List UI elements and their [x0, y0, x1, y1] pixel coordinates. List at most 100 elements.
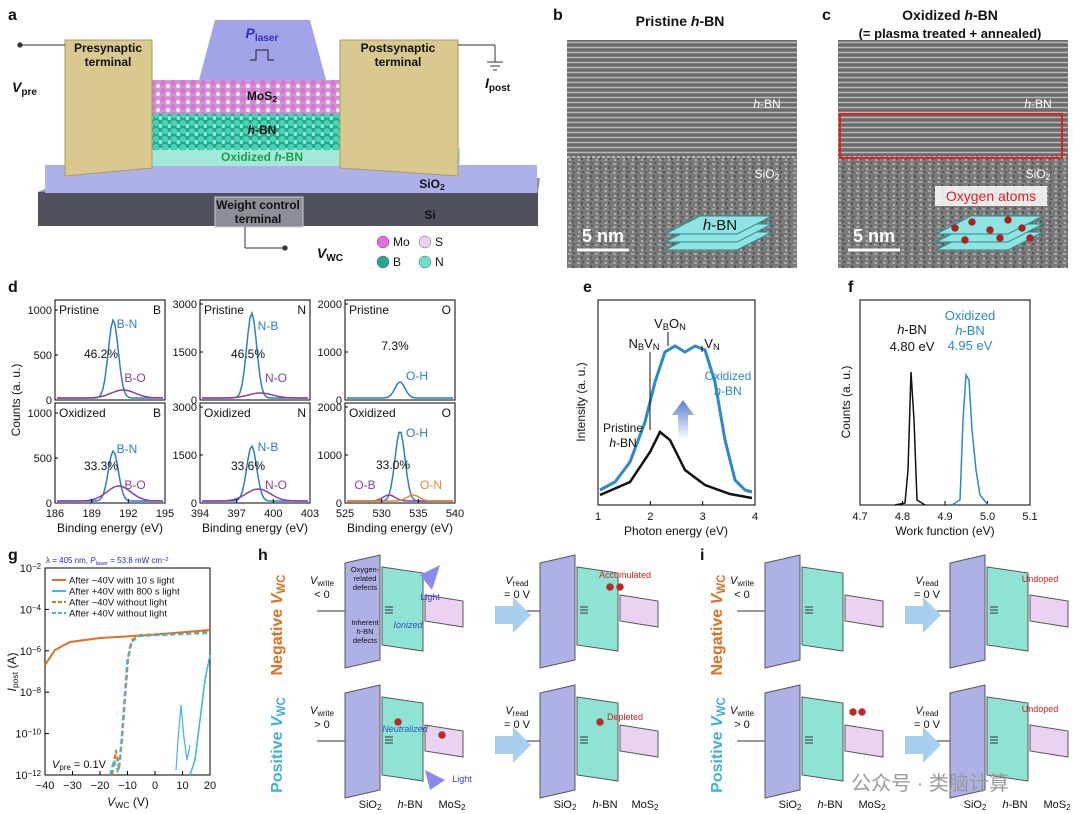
- label: h-BN: [817, 799, 842, 811]
- label: Presynaptic: [74, 41, 142, 55]
- tick-label: 4.8: [895, 511, 910, 523]
- band-diagram: [316, 554, 464, 669]
- panel-label: g: [8, 547, 18, 564]
- tick-label: 0: [191, 498, 197, 510]
- label: h-BN: [1002, 799, 1027, 811]
- postsynaptic-electrode: [339, 39, 459, 177]
- tick-label: 530: [372, 508, 390, 520]
- label: VWC: [317, 245, 343, 264]
- panel-label: f: [848, 279, 854, 296]
- spectrum-oxidized: [599, 344, 753, 494]
- light-bolt: [425, 770, 445, 790]
- text-part: N: [653, 342, 660, 352]
- label: Postsynaptic: [361, 41, 436, 55]
- label: B: [393, 255, 401, 269]
- label: After −40V without light: [69, 598, 167, 609]
- label: Positive VWC: [709, 697, 728, 793]
- text-part: post: [489, 83, 511, 94]
- tem-lattice: [838, 40, 1068, 157]
- text-part: -BN: [1031, 97, 1052, 111]
- label: Binding energy (eV): [347, 521, 453, 535]
- text-part: SiO: [779, 799, 798, 811]
- label: Mo: [393, 235, 410, 249]
- label: SiO2: [554, 799, 577, 812]
- label: Weight control: [216, 198, 300, 212]
- label: SiO2: [359, 799, 382, 812]
- text-part: V: [12, 79, 23, 95]
- label: Depleted: [607, 712, 643, 722]
- electron: [858, 708, 866, 716]
- text-part: V: [915, 705, 924, 717]
- panel-label: b: [553, 7, 563, 24]
- text-part: Positive: [269, 727, 286, 793]
- text-part: V: [310, 705, 319, 717]
- label: 33.6%: [231, 459, 265, 473]
- text-part: h: [897, 322, 904, 337]
- plot-frame: [859, 299, 1031, 506]
- text-part: WC: [326, 253, 343, 264]
- label: Vread: [915, 575, 938, 588]
- label: Vwrite: [730, 575, 755, 588]
- text-part: λ = 405 nm,: [46, 556, 90, 565]
- tick-label: 4.7: [852, 511, 867, 523]
- electron: [394, 718, 402, 726]
- label-box: [935, 186, 1047, 206]
- text-part: 2: [272, 94, 277, 104]
- peak-curve: [57, 485, 163, 502]
- text-part: read: [513, 709, 529, 718]
- hbn-sheet: [935, 215, 1044, 235]
- panel-label: c: [822, 7, 831, 24]
- text-part: = 0.1V: [71, 759, 107, 771]
- panel-label: d: [8, 279, 18, 296]
- tick-label: 1500: [173, 347, 197, 359]
- text-part: Pristine: [636, 13, 691, 29]
- label: Pristine: [204, 303, 244, 317]
- peak-curve: [202, 392, 308, 399]
- electron: [596, 718, 604, 726]
- text-part: read: [513, 579, 529, 588]
- label: < 0: [734, 589, 750, 601]
- label: NBVN: [628, 336, 659, 352]
- text-part: V: [730, 705, 739, 717]
- tick-label: 3000: [173, 402, 197, 414]
- peak-curve: [57, 389, 164, 399]
- text-part: write: [736, 709, 754, 718]
- text-part: -BN: [255, 123, 276, 137]
- label: N-B: [258, 319, 279, 333]
- label: 5 nm: [853, 226, 895, 246]
- text-part: h: [356, 627, 360, 636]
- label: Vpre: [12, 79, 37, 98]
- label: Ipost (A): [5, 653, 20, 692]
- tick-label: −30: [63, 780, 82, 792]
- spectrum-pristine: [599, 430, 753, 500]
- text-part: 2: [1046, 172, 1051, 182]
- label: 33.0%: [376, 458, 410, 472]
- plot-frame: [597, 299, 756, 506]
- terminal-dot: [282, 245, 288, 251]
- text-part: SiO: [554, 799, 573, 811]
- text-part: -BN: [760, 97, 781, 111]
- label: Work function (eV): [895, 524, 994, 538]
- tick-label: 10−8: [20, 686, 42, 699]
- tick-label: 0: [46, 498, 52, 510]
- text-part: V: [269, 592, 286, 604]
- plot-frame: [54, 402, 166, 504]
- tick-label: 2: [647, 511, 653, 523]
- text-part: h: [1024, 97, 1031, 111]
- tick-label: 400: [264, 508, 282, 520]
- text-part: V: [709, 715, 726, 727]
- tick-label: 1000: [318, 450, 342, 462]
- pulse-icon: [250, 49, 274, 61]
- electron: [616, 583, 624, 591]
- peak-curve: [202, 488, 308, 502]
- text-part: WC: [115, 800, 129, 810]
- text-part: −8: [32, 686, 42, 695]
- text-part: 2: [982, 803, 986, 812]
- label: h-BN: [397, 799, 422, 811]
- label: Oxidized h-BN: [902, 7, 998, 23]
- text-part: −6: [32, 645, 42, 654]
- label: Undoped: [1022, 704, 1059, 714]
- text-part: -BN: [699, 13, 724, 29]
- text-part: N: [628, 336, 637, 351]
- label: h-BN: [703, 217, 737, 234]
